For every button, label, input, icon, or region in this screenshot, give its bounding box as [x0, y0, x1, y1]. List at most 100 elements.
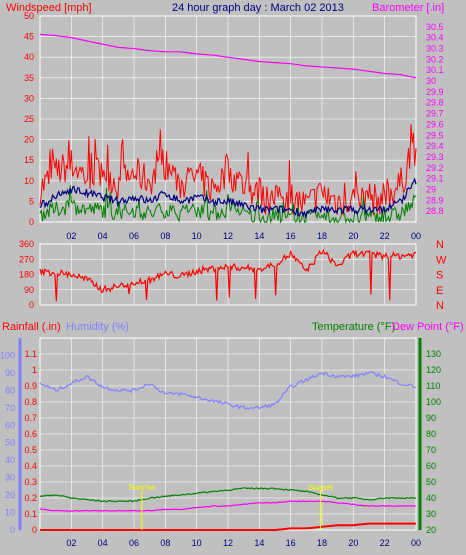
wind-tick-label: 50 — [24, 11, 34, 21]
wind-tick-label: 25 — [24, 114, 34, 124]
x-tick-label: 12 — [223, 538, 233, 548]
barometer-tick-label: 29.3 — [426, 152, 444, 162]
compass-label: N — [436, 300, 444, 312]
humidity-line — [39, 370, 417, 410]
humidity-tick-label: 60 — [5, 420, 15, 430]
barometer-tick-label: 29.4 — [426, 141, 444, 151]
compass-label: S — [436, 270, 443, 282]
wind-axis-title: Windspeed [mph] — [6, 2, 92, 14]
x-tick-label: 06 — [129, 231, 139, 241]
x-tick-label: 04 — [98, 231, 108, 241]
x-tick-label: 00 — [411, 231, 421, 241]
humidity-tick-label: 50 — [5, 438, 15, 448]
wind-tick-label: 20 — [24, 135, 34, 145]
chart-title: 24 hour graph day : March 02 2013 — [172, 2, 344, 14]
temperature-tick-label: 110 — [426, 381, 440, 391]
barometer-tick-label: 29.9 — [426, 87, 444, 97]
wind-tick-label: 0 — [29, 217, 34, 227]
temperature-tick-label: 80 — [426, 429, 436, 439]
barometer-tick-label: 29.6 — [426, 119, 444, 129]
humidity-tick-label: 20 — [5, 490, 15, 500]
rain-tick-label: 0 — [32, 525, 37, 535]
wind-tick-label: 15 — [24, 155, 34, 165]
wind-gust-line — [39, 124, 417, 217]
rain-tick-label: 1.1 — [24, 349, 37, 359]
x-tick-label: 10 — [192, 538, 202, 548]
dewpoint-axis-title: Dew Point (°F) — [392, 321, 464, 333]
x-tick-label: 20 — [348, 538, 358, 548]
x-tick-label: 12 — [223, 231, 233, 241]
x-tick-label: 18 — [317, 538, 327, 548]
barometer-tick-label: 30.4 — [426, 33, 444, 43]
temperature-tick-label: 20 — [426, 525, 436, 535]
x-tick-label: 16 — [286, 538, 296, 548]
barometer-tick-label: 28.8 — [426, 206, 444, 216]
rain-tick-label: 0.6 — [24, 429, 37, 439]
compass-label: E — [436, 285, 443, 297]
rain-tick-label: 0.1 — [24, 509, 37, 519]
humidity-axis-title: Humidity (%) — [66, 321, 129, 333]
temperature-axis-title: Temperature (°F) — [312, 321, 395, 333]
wind-tick-label: 40 — [24, 52, 34, 62]
rain-tick-label: 0.7 — [24, 413, 37, 423]
rain-tick-label: 0.4 — [24, 461, 37, 471]
barometer-tick-label: 29.5 — [426, 130, 444, 140]
wind-tick-label: 45 — [24, 32, 34, 42]
humidity-tick-label: 30 — [5, 473, 15, 483]
rain-tick-label: 0.5 — [24, 445, 37, 455]
direction-tick-label: 270 — [19, 254, 34, 264]
x-tick-label: 04 — [98, 538, 108, 548]
x-tick-label: 00 — [411, 538, 421, 548]
barometer-axis-title: Barometer [.in] — [372, 2, 444, 14]
barometer-tick-label: 29.1 — [426, 174, 444, 184]
barometer-tick-label: 30.2 — [426, 54, 444, 64]
rain-tick-label: 0.2 — [24, 493, 37, 503]
barometer-tick-label: 29 — [426, 184, 436, 194]
compass-label: W — [436, 254, 447, 266]
rain-tick-label: 0.9 — [24, 381, 37, 391]
rain-tick-label: 1 — [32, 365, 37, 375]
humidity-tick-label: 0 — [10, 525, 15, 535]
wind-average-line — [39, 177, 417, 219]
humidity-tick-label: 80 — [5, 385, 15, 395]
x-tick-label: 02 — [66, 231, 76, 241]
direction-tick-label: 180 — [19, 270, 34, 280]
temperature-tick-label: 90 — [426, 413, 436, 423]
sunset-label: Sunset — [308, 483, 334, 492]
dewpoint-line — [39, 500, 417, 512]
temperature-tick-label: 50 — [426, 477, 436, 487]
x-tick-label: 18 — [317, 231, 327, 241]
x-tick-label: 08 — [160, 231, 170, 241]
x-tick-label: 16 — [286, 231, 296, 241]
humidity-tick-label: 90 — [5, 368, 15, 378]
rain-axis-title: Rainfall (.in) — [2, 321, 61, 333]
humidity-tick-label: 70 — [5, 403, 15, 413]
direction-tick-label: 360 — [19, 239, 34, 249]
rain-tick-label: 0.3 — [24, 477, 37, 487]
wind-tick-label: 10 — [24, 176, 34, 186]
wind-tick-label: 35 — [24, 73, 34, 83]
barometer-tick-label: 29.7 — [426, 109, 444, 119]
wind-tick-label: 30 — [24, 93, 34, 103]
barometer-tick-label: 30.3 — [426, 44, 444, 54]
wind-direction-line — [39, 248, 417, 302]
x-tick-label: 20 — [348, 231, 358, 241]
temperature-tick-label: 130 — [426, 349, 441, 359]
barometer-tick-label: 29.2 — [426, 163, 444, 173]
barometer-tick-label: 28.9 — [426, 195, 444, 205]
temperature-tick-label: 70 — [426, 445, 436, 455]
x-tick-label: 08 — [160, 538, 170, 548]
x-tick-label: 22 — [380, 231, 390, 241]
x-tick-label: 22 — [380, 538, 390, 548]
x-tick-label: 06 — [129, 538, 139, 548]
barometer-tick-label: 30.5 — [426, 22, 444, 32]
humidity-tick-label: 10 — [5, 508, 15, 518]
x-tick-label: 02 — [66, 538, 76, 548]
barometer-tick-label: 30 — [426, 76, 436, 86]
wind-tick-label: 5 — [29, 196, 34, 206]
direction-tick-label: 90 — [24, 285, 34, 295]
rain-tick-label: 0.8 — [24, 397, 37, 407]
humidity-tick-label: 100 — [0, 350, 15, 360]
barometer-tick-label: 29.8 — [426, 98, 444, 108]
